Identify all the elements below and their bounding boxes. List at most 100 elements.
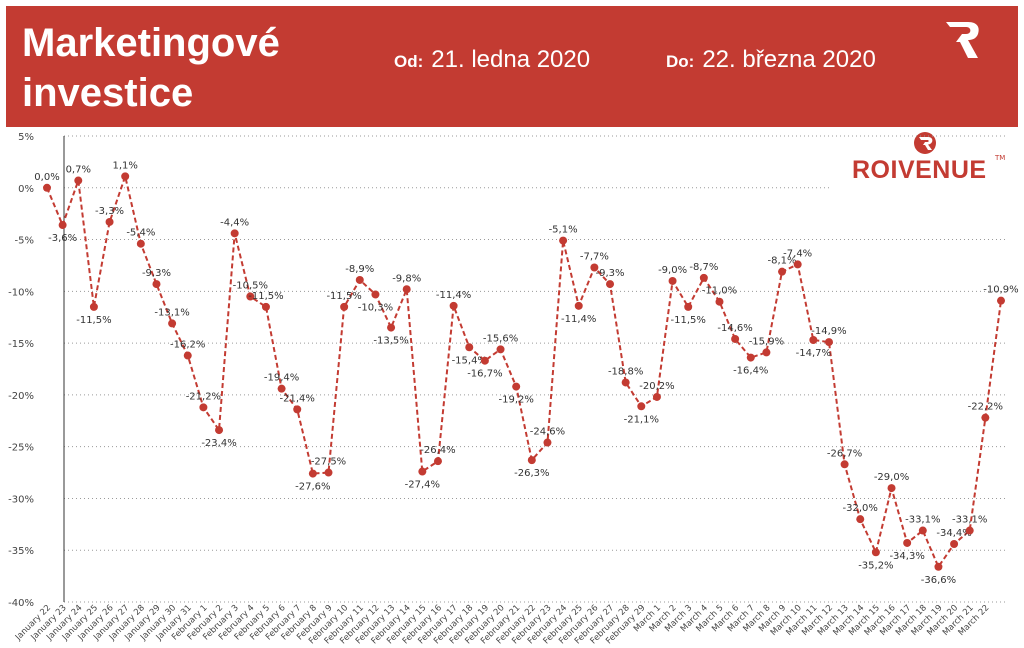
data-label: -9,3% (142, 268, 171, 279)
date-from: Od: 21. ledna 2020 (394, 46, 590, 74)
y-tick-label: -15% (8, 339, 34, 350)
data-label: -13,1% (154, 307, 189, 318)
data-point (152, 280, 161, 289)
data-point (637, 402, 646, 411)
y-tick-label: -5% (15, 236, 34, 247)
data-label: -27,4% (405, 480, 440, 491)
y-tick-label: 5% (18, 132, 34, 143)
data-label: -24,6% (530, 427, 565, 438)
data-point (261, 302, 270, 311)
data-label: -19,4% (264, 373, 299, 384)
data-label: -11,5% (671, 315, 706, 326)
data-point (527, 456, 536, 465)
data-label: -8,1% (768, 256, 797, 267)
data-point (215, 426, 224, 435)
data-label: -14,9% (811, 326, 846, 337)
data-label: -19,2% (498, 395, 533, 406)
data-label: -29,0% (874, 472, 909, 483)
data-label: -10,3% (358, 302, 393, 313)
data-point (465, 343, 474, 352)
data-label: -5,4% (126, 228, 155, 239)
roivenue-trademark: TM (995, 154, 1006, 162)
data-point (668, 276, 677, 285)
data-label: 0,7% (66, 165, 91, 176)
data-point (246, 292, 255, 301)
data-point (543, 438, 552, 447)
data-label: -3,6% (48, 233, 77, 244)
data-label: -11,5% (76, 315, 111, 326)
data-point (293, 405, 302, 414)
data-point (105, 217, 114, 226)
date-from-value: 21. ledna 2020 (431, 46, 591, 73)
data-label: -27,6% (295, 482, 330, 493)
data-label: 1,1% (112, 160, 137, 171)
data-point (74, 176, 83, 185)
data-point (746, 353, 755, 362)
data-label: -16,7% (467, 369, 502, 380)
data-label: -16,4% (733, 366, 768, 377)
data-point (121, 172, 130, 181)
data-point (230, 229, 239, 238)
data-label: -23,4% (201, 438, 236, 449)
data-label: -10,5% (233, 281, 268, 292)
data-point (652, 392, 661, 401)
data-point (324, 468, 333, 477)
y-tick-label: -35% (8, 546, 34, 557)
data-label: -15,6% (483, 333, 518, 344)
data-point (965, 526, 974, 535)
data-point (840, 460, 849, 469)
y-tick-label: -40% (8, 598, 34, 609)
data-point (480, 356, 489, 365)
data-label: -21,2% (186, 391, 221, 402)
data-label: -13,5% (373, 336, 408, 347)
data-label: -10,9% (983, 285, 1018, 296)
data-point (559, 236, 568, 245)
data-point (856, 515, 865, 524)
line-chart: 5%0%-5%-10%-15%-20%-25%-30%-35%-40%Janua… (8, 132, 1019, 646)
y-tick-label: -25% (8, 443, 34, 454)
data-label: -34,3% (889, 551, 924, 562)
data-point (762, 348, 771, 357)
data-point (43, 183, 51, 192)
y-tick-label: 0% (18, 184, 34, 195)
data-label: -5,1% (549, 225, 578, 236)
data-label: -8,9% (345, 264, 374, 275)
data-label: -26,4% (420, 445, 455, 456)
data-label: -35,2% (858, 560, 893, 571)
data-label: -11,0% (702, 286, 737, 297)
data-point (809, 336, 818, 345)
y-tick-label: -30% (8, 494, 34, 505)
data-label: -22,2% (968, 402, 1003, 413)
data-point (731, 334, 740, 343)
data-label: -15,4% (452, 355, 487, 366)
data-point (918, 526, 927, 535)
data-label: -11,4% (436, 290, 471, 301)
data-label: 0,0% (34, 172, 59, 183)
data-point (168, 319, 177, 328)
data-label: -26,7% (827, 448, 862, 459)
data-label: -21,4% (280, 393, 315, 404)
data-label: -8,7% (689, 262, 718, 273)
date-to-value: 22. března 2020 (702, 46, 876, 73)
data-label: -20,2% (639, 381, 674, 392)
data-label: -14,7% (796, 348, 831, 359)
data-point (89, 302, 98, 311)
data-label: -36,6% (921, 575, 956, 586)
data-label: -27,5% (311, 457, 346, 468)
data-label: -15,9% (749, 336, 784, 347)
data-point (308, 469, 317, 478)
data-point (277, 384, 286, 393)
y-tick-label: -20% (8, 391, 34, 402)
date-from-label: Od: (394, 52, 424, 71)
data-label: -11,5% (326, 291, 361, 302)
data-point (715, 297, 724, 306)
data-label: -21,1% (624, 414, 659, 425)
data-point (387, 323, 396, 332)
data-point (950, 540, 959, 549)
data-label: -11,5% (248, 291, 283, 302)
data-point (340, 302, 349, 311)
data-label: -14,6% (717, 323, 752, 334)
data-point (793, 260, 802, 269)
data-point (183, 351, 192, 360)
data-point (355, 275, 364, 284)
